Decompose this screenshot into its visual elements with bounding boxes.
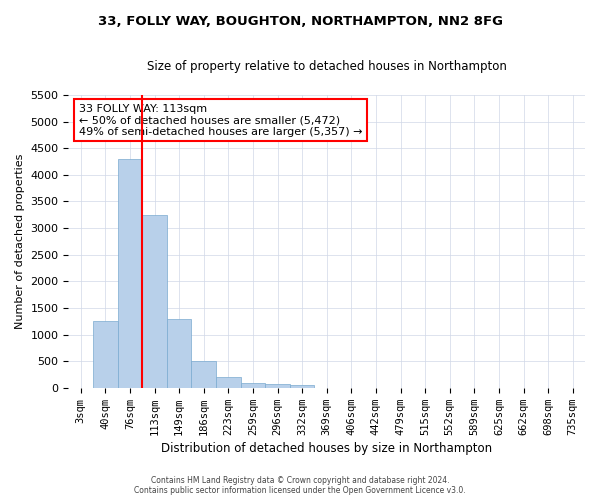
Bar [265, 384, 290, 388]
Title: Size of property relative to detached houses in Northampton: Size of property relative to detached ho… [147, 60, 506, 73]
Bar [142, 215, 167, 388]
Text: 33 FOLLY WAY: 113sqm
← 50% of detached houses are smaller (5,472)
49% of semi-de: 33 FOLLY WAY: 113sqm ← 50% of detached h… [79, 104, 362, 137]
Text: 33, FOLLY WAY, BOUGHTON, NORTHAMPTON, NN2 8FG: 33, FOLLY WAY, BOUGHTON, NORTHAMPTON, NN… [97, 15, 503, 28]
Bar [93, 322, 118, 388]
Bar [290, 385, 314, 388]
Y-axis label: Number of detached properties: Number of detached properties [15, 154, 25, 329]
Bar [118, 159, 142, 388]
Bar [191, 361, 216, 388]
Bar [167, 318, 191, 388]
X-axis label: Distribution of detached houses by size in Northampton: Distribution of detached houses by size … [161, 442, 492, 455]
Text: Contains HM Land Registry data © Crown copyright and database right 2024.
Contai: Contains HM Land Registry data © Crown c… [134, 476, 466, 495]
Bar [241, 382, 265, 388]
Bar [216, 377, 241, 388]
